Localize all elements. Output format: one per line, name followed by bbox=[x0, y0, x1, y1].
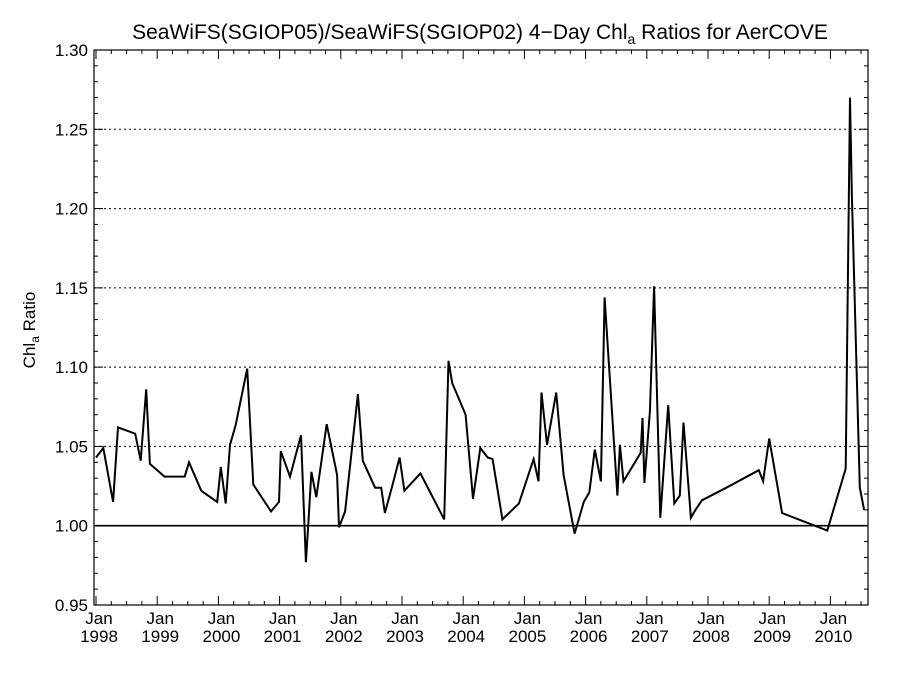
chart-title-subscript: a bbox=[628, 31, 636, 47]
x-tick-label-year: 2001 bbox=[264, 627, 302, 646]
x-tick-label-month: Jan bbox=[514, 609, 541, 628]
y-tick-label: 1.25 bbox=[55, 120, 88, 139]
plot-frame bbox=[93, 49, 869, 606]
chart-title-suffix: Ratios for AerCOVE bbox=[635, 21, 828, 44]
x-tick-label-year: 2008 bbox=[692, 627, 730, 646]
x-tick-label-year: 1999 bbox=[141, 627, 179, 646]
y-tick-label: 1.20 bbox=[55, 200, 88, 219]
y-tick-label: 1.30 bbox=[55, 41, 88, 60]
x-tick-label-year: 2010 bbox=[814, 627, 852, 646]
x-tick-label-year: 2004 bbox=[447, 627, 485, 646]
x-tick-label-month: Jan bbox=[391, 609, 418, 628]
plot-area: 0.951.001.051.101.151.201.251.30Jan1998J… bbox=[55, 41, 869, 646]
y-axis-label-main: Chl bbox=[20, 343, 39, 369]
y-axis-label: Chla Ratio bbox=[20, 292, 42, 369]
x-tick-label-month: Jan bbox=[820, 609, 847, 628]
y-axis-label-suffix: Ratio bbox=[20, 292, 39, 336]
x-tick-label-month: Jan bbox=[758, 609, 785, 628]
x-tick-label-month: Jan bbox=[330, 609, 357, 628]
x-tick-label-year: 1998 bbox=[80, 627, 118, 646]
x-tick-label-year: 2006 bbox=[570, 627, 608, 646]
x-tick-label-month: Jan bbox=[85, 609, 112, 628]
x-tick-label-year: 2000 bbox=[202, 627, 240, 646]
x-tick-label-month: Jan bbox=[208, 609, 235, 628]
chart-title-prefix: SeaWiFS(SGIOP05)/SeaWiFS(SGIOP02) 4−Day … bbox=[132, 21, 627, 44]
x-tick-label-year: 2007 bbox=[631, 627, 669, 646]
x-tick-label-year: 2005 bbox=[508, 627, 546, 646]
y-tick-label: 1.00 bbox=[55, 517, 88, 536]
y-tick-label: 0.95 bbox=[55, 596, 88, 615]
x-tick-label-month: Jan bbox=[452, 609, 479, 628]
y-axis-label-subscript: a bbox=[28, 336, 42, 343]
x-tick-label-month: Jan bbox=[697, 609, 724, 628]
y-tick-label: 1.10 bbox=[55, 358, 88, 377]
series-line bbox=[95, 97, 866, 563]
x-tick-label-year: 2002 bbox=[325, 627, 363, 646]
x-tick-label-month: Jan bbox=[636, 609, 663, 628]
x-tick-label-month: Jan bbox=[575, 609, 602, 628]
chart-title: SeaWiFS(SGIOP05)/SeaWiFS(SGIOP02) 4−Day … bbox=[132, 21, 828, 47]
y-tick-label: 1.15 bbox=[55, 279, 88, 298]
x-tick-label-month: Jan bbox=[146, 609, 173, 628]
x-tick-label-year: 2003 bbox=[386, 627, 424, 646]
x-tick-label-year: 2009 bbox=[753, 627, 791, 646]
y-tick-label: 1.05 bbox=[55, 437, 88, 456]
x-tick-label-month: Jan bbox=[269, 609, 296, 628]
